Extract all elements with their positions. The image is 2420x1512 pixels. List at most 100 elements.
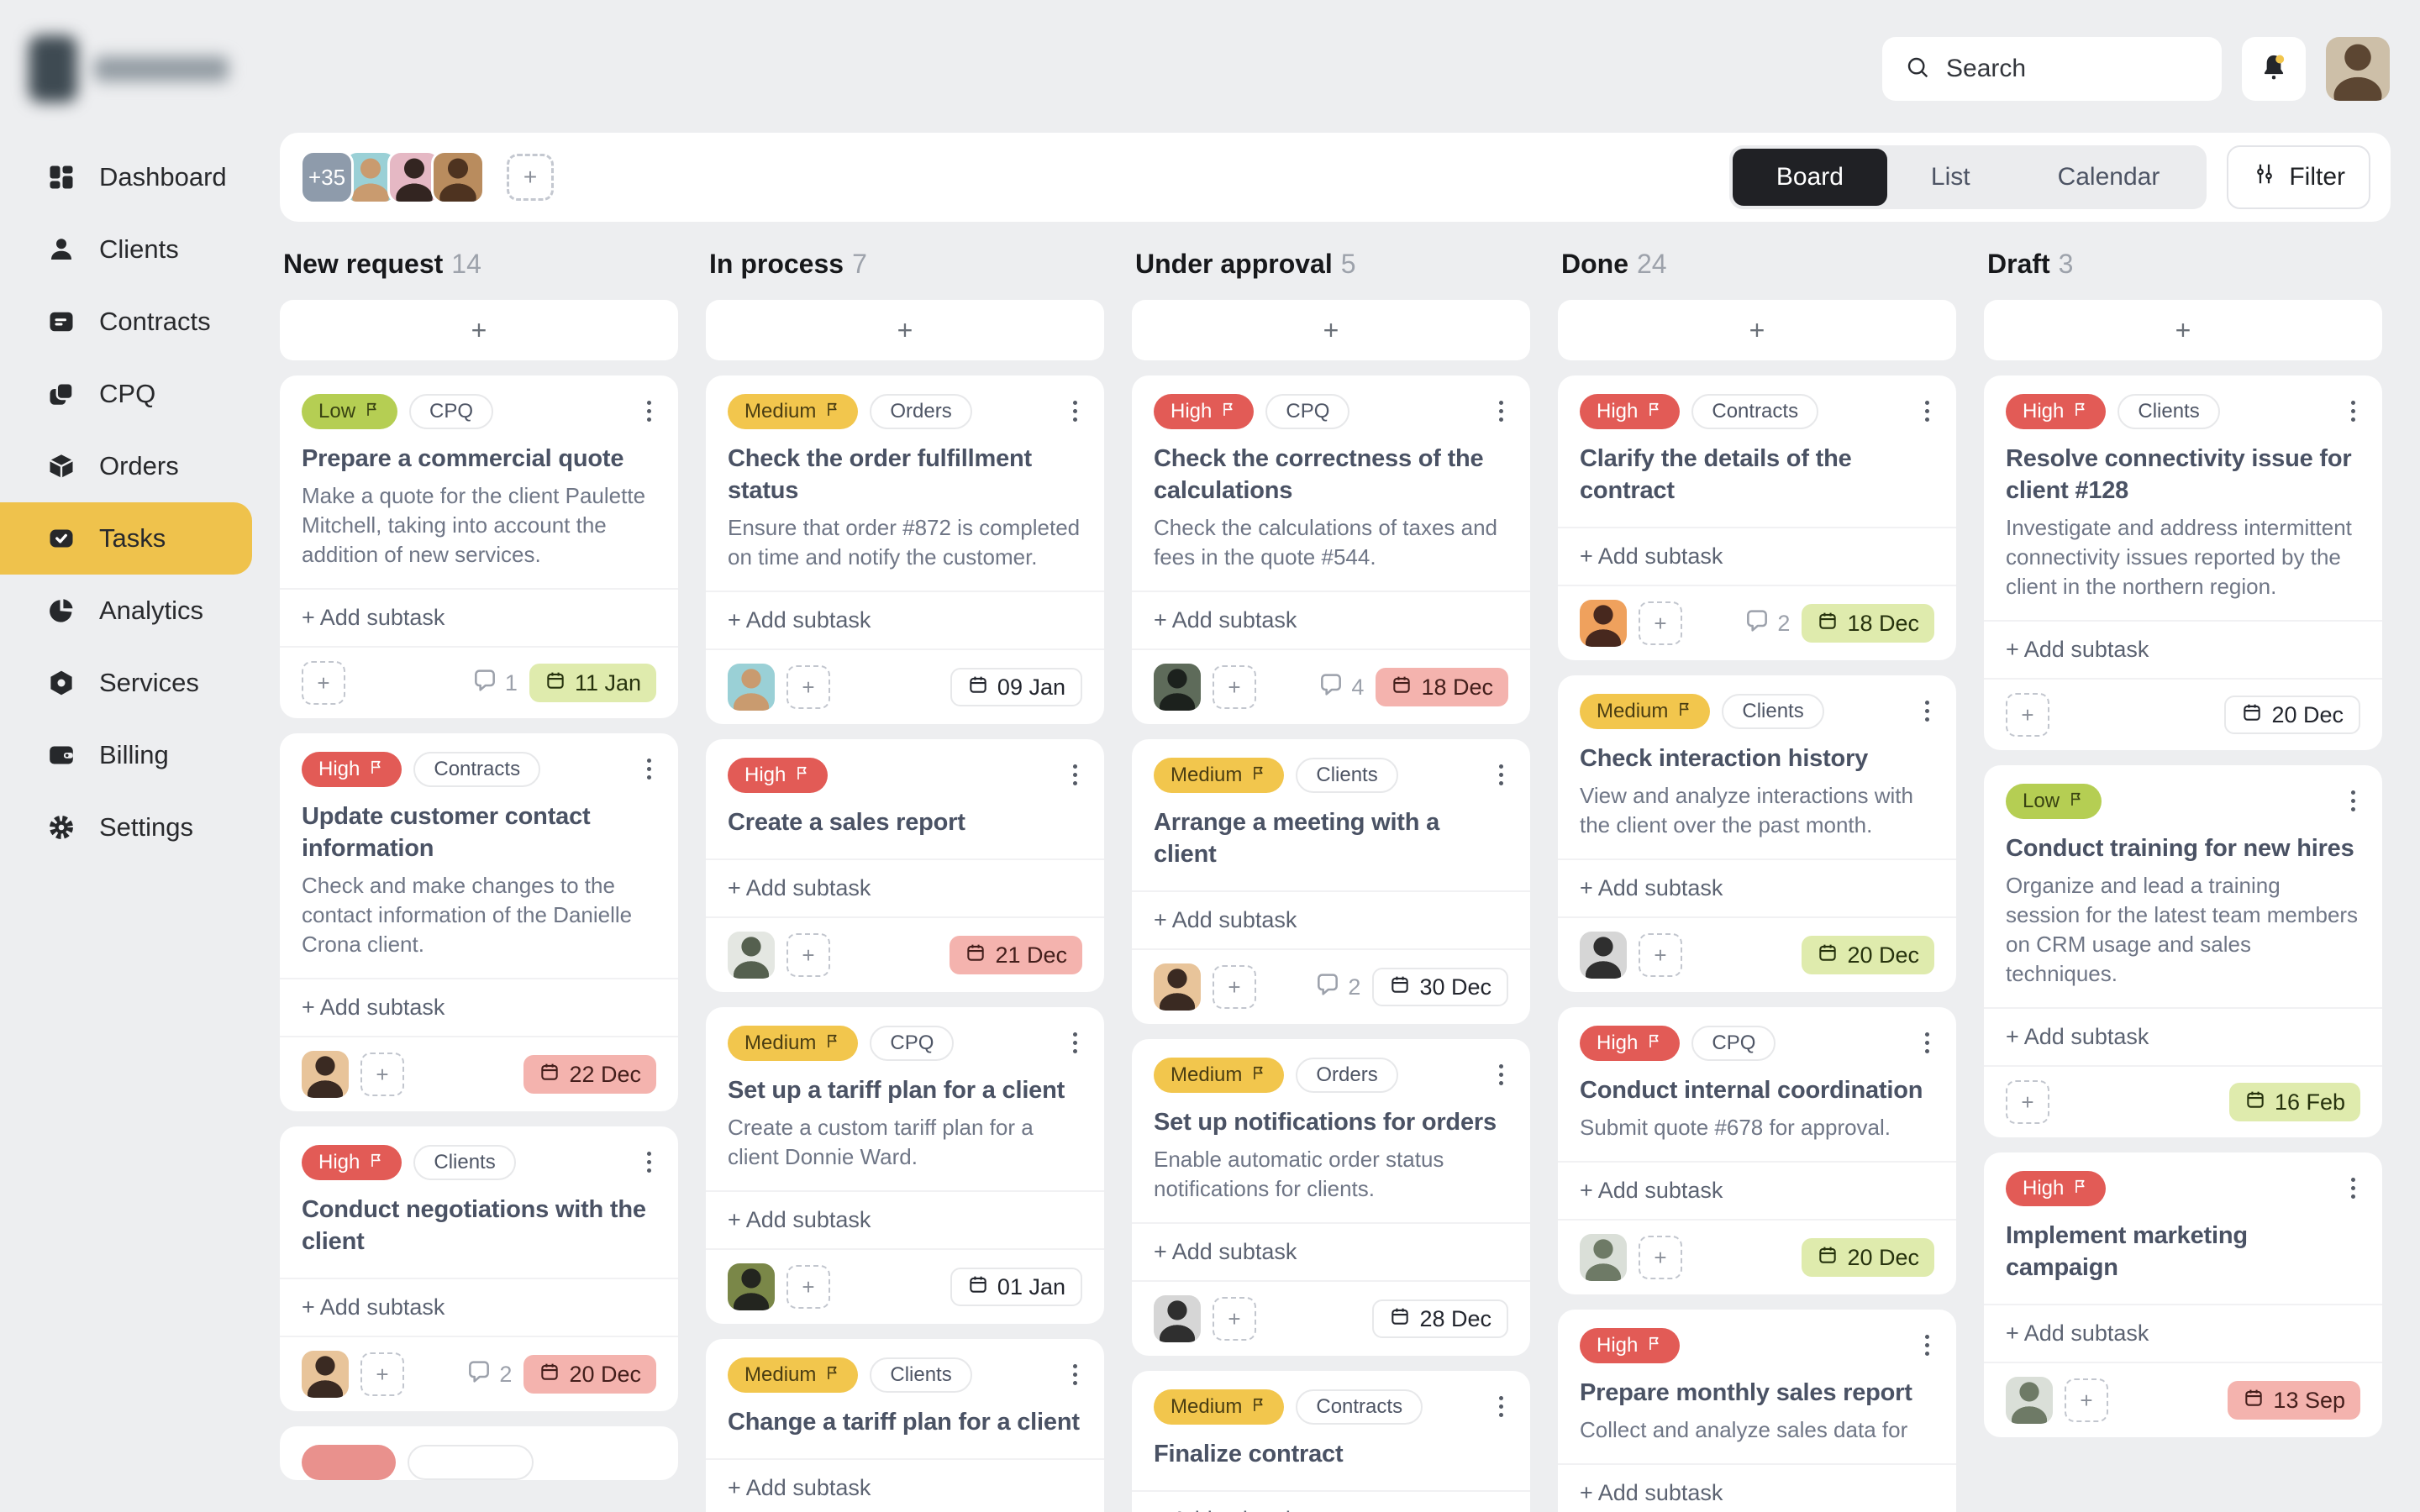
sidebar-item-orders[interactable]: Orders xyxy=(0,430,252,502)
add-assignee-button[interactable]: + xyxy=(360,1053,404,1096)
add-assignee-button[interactable]: + xyxy=(786,665,830,709)
comments-count[interactable]: 4 xyxy=(1318,671,1364,704)
card-menu-button[interactable] xyxy=(1920,1026,1934,1060)
card-menu-button[interactable] xyxy=(2346,394,2360,428)
add-assignee-button[interactable]: + xyxy=(1639,601,1682,645)
task-card[interactable]: High Implement marketing campaign + Add su… xyxy=(1984,1152,2382,1437)
add-subtask-button[interactable]: + Add subtask xyxy=(1132,1222,1530,1280)
card-menu-button[interactable] xyxy=(1068,1357,1082,1392)
card-menu-button[interactable] xyxy=(2346,784,2360,818)
add-assignee-button[interactable]: + xyxy=(1639,933,1682,977)
due-date-chip[interactable]: 20 Dec xyxy=(523,1355,656,1394)
due-date-chip[interactable]: 20 Dec xyxy=(2224,696,2360,734)
add-assignee-button[interactable]: + xyxy=(1213,965,1256,1009)
members-overflow-badge[interactable]: +35 xyxy=(300,150,354,204)
comments-count[interactable]: 1 xyxy=(471,667,518,700)
task-card[interactable]: High CPQ Check the correctness of the calc… xyxy=(1132,375,1530,724)
add-card-button[interactable]: + xyxy=(1984,300,2382,360)
task-card[interactable]: High Clients Conduct negotiations with the… xyxy=(280,1126,678,1411)
assignee-avatar[interactable] xyxy=(1154,1295,1201,1342)
add-assignee-button[interactable]: + xyxy=(360,1352,404,1396)
task-card[interactable] xyxy=(280,1426,678,1480)
add-assignee-button[interactable]: + xyxy=(302,661,345,705)
sidebar-item-settings[interactable]: Settings xyxy=(0,791,252,864)
add-card-button[interactable]: + xyxy=(280,300,678,360)
add-subtask-button[interactable]: + Add subtask xyxy=(1984,620,2382,678)
assignee-avatar[interactable] xyxy=(728,664,775,711)
add-subtask-button[interactable]: + Add subtask xyxy=(1558,1161,1956,1219)
sidebar-item-analytics[interactable]: Analytics xyxy=(0,575,252,647)
add-subtask-button[interactable]: + Add subtask xyxy=(280,1278,678,1336)
assignee-avatar[interactable] xyxy=(728,932,775,979)
card-menu-button[interactable] xyxy=(1494,758,1508,792)
add-subtask-button[interactable]: + Add subtask xyxy=(1984,1007,2382,1065)
assignee-avatar[interactable] xyxy=(302,1051,349,1098)
task-card[interactable]: Medium Orders Set up notifications for ord… xyxy=(1132,1039,1530,1356)
add-subtask-button[interactable]: + Add subtask xyxy=(1558,858,1956,916)
card-menu-button[interactable] xyxy=(642,752,656,786)
sidebar-item-dashboard[interactable]: Dashboard xyxy=(0,141,252,213)
notifications-button[interactable] xyxy=(2242,37,2306,101)
task-card[interactable]: High Create a sales report + Add subtask +2… xyxy=(706,739,1104,992)
add-subtask-button[interactable]: + Add subtask xyxy=(1984,1304,2382,1362)
add-subtask-button[interactable]: + Add subtask xyxy=(1132,591,1530,648)
task-card[interactable]: Medium Clients Check interaction history Vi… xyxy=(1558,675,1956,992)
assignee-avatar[interactable] xyxy=(1580,600,1627,647)
add-assignee-button[interactable]: + xyxy=(2006,1080,2049,1124)
due-date-chip[interactable]: 20 Dec xyxy=(1802,1238,1934,1277)
due-date-chip[interactable]: 30 Dec xyxy=(1372,968,1508,1006)
sidebar-item-cpq[interactable]: CPQ xyxy=(0,358,252,430)
tab-calendar[interactable]: Calendar xyxy=(2057,163,2160,191)
card-menu-button[interactable] xyxy=(1920,1328,1934,1362)
task-card[interactable]: Low CPQ Prepare a commercial quote Make a q… xyxy=(280,375,678,718)
add-assignee-button[interactable]: + xyxy=(1213,665,1256,709)
add-assignee-button[interactable]: + xyxy=(786,1265,830,1309)
search-box[interactable] xyxy=(1882,37,2222,101)
card-menu-button[interactable] xyxy=(1494,1389,1508,1424)
tab-list[interactable]: List xyxy=(1930,163,1970,191)
card-menu-button[interactable] xyxy=(642,1145,656,1179)
due-date-chip[interactable]: 18 Dec xyxy=(1376,668,1508,706)
assignee-avatar[interactable] xyxy=(728,1263,775,1310)
due-date-chip[interactable]: 11 Jan xyxy=(529,664,656,702)
sidebar-item-contracts[interactable]: Contracts xyxy=(0,286,252,358)
task-card[interactable]: High Clients Resolve connectivity issue fo… xyxy=(1984,375,2382,750)
card-menu-button[interactable] xyxy=(1494,394,1508,428)
task-card[interactable]: Low Conduct training for new hires Organiz… xyxy=(1984,765,2382,1137)
card-menu-button[interactable] xyxy=(1920,694,1934,728)
task-card[interactable]: Medium Contracts Finalize contract + Add su… xyxy=(1132,1371,1530,1512)
search-input[interactable] xyxy=(1946,55,2181,83)
filter-button[interactable]: Filter xyxy=(2227,145,2370,209)
add-subtask-button[interactable]: + Add subtask xyxy=(706,858,1104,916)
sidebar-item-services[interactable]: Services xyxy=(0,647,252,719)
add-assignee-button[interactable]: + xyxy=(2065,1378,2108,1422)
add-subtask-button[interactable]: + Add subtask xyxy=(706,1190,1104,1248)
add-subtask-button[interactable]: + Add subtask xyxy=(706,591,1104,648)
due-date-chip[interactable]: 20 Dec xyxy=(1802,936,1934,974)
assignee-avatar[interactable] xyxy=(2006,1377,2053,1424)
card-menu-button[interactable] xyxy=(1920,394,1934,428)
card-menu-button[interactable] xyxy=(1494,1058,1508,1092)
due-date-chip[interactable]: 28 Dec xyxy=(1372,1299,1508,1338)
user-avatar[interactable] xyxy=(2326,37,2390,101)
due-date-chip[interactable]: 18 Dec xyxy=(1802,604,1934,643)
sidebar-item-billing[interactable]: Billing xyxy=(0,719,252,791)
due-date-chip[interactable]: 09 Jan xyxy=(950,668,1082,706)
comments-count[interactable]: 2 xyxy=(1744,607,1790,640)
due-date-chip[interactable]: 22 Dec xyxy=(523,1055,656,1094)
task-card[interactable]: High Contracts Update customer contact inf… xyxy=(280,733,678,1111)
due-date-chip[interactable]: 01 Jan xyxy=(950,1268,1082,1306)
add-card-button[interactable]: + xyxy=(1132,300,1530,360)
assignee-avatar[interactable] xyxy=(1580,1234,1627,1281)
due-date-chip[interactable]: 13 Sep xyxy=(2228,1381,2360,1420)
add-subtask-button[interactable]: + Add subtask xyxy=(280,588,678,646)
task-card[interactable]: Medium Clients Arrange a meeting with a cl… xyxy=(1132,739,1530,1024)
task-card[interactable]: High Contracts Clarify the details of the … xyxy=(1558,375,1956,660)
comments-count[interactable]: 2 xyxy=(466,1358,512,1391)
card-menu-button[interactable] xyxy=(1068,1026,1082,1060)
add-assignee-button[interactable]: + xyxy=(786,933,830,977)
due-date-chip[interactable]: 21 Dec xyxy=(950,936,1082,974)
comments-count[interactable]: 2 xyxy=(1314,971,1360,1004)
add-subtask-button[interactable]: + Add subtask xyxy=(280,978,678,1036)
card-menu-button[interactable] xyxy=(1068,758,1082,792)
